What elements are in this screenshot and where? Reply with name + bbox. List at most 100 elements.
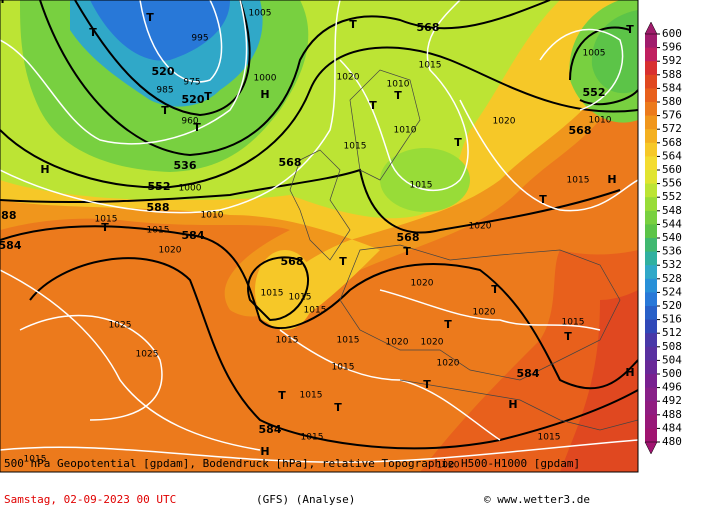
zone: [255, 250, 315, 330]
map-label: 1000: [179, 184, 202, 194]
map-label: 1015: [300, 391, 323, 401]
map-label: T: [491, 283, 499, 296]
map-label: 1015: [304, 306, 327, 316]
map-label: 568: [281, 255, 304, 268]
colorbar-label: 524: [662, 285, 682, 298]
map-label: 1015: [301, 433, 324, 443]
colorbar-band: [645, 102, 657, 117]
map: 5685205205365525885845685685685845885525…: [0, 0, 638, 472]
map-label: T: [369, 99, 377, 112]
colorbar-band: [645, 319, 657, 334]
map-label: T: [444, 318, 452, 331]
colorbar-label: 560: [662, 163, 682, 176]
map-label: 568: [569, 124, 592, 137]
colorbar-band: [645, 170, 657, 185]
map-label: 584: [0, 239, 22, 252]
map-label: 584: [259, 423, 282, 436]
colorbar-band: [645, 401, 657, 416]
map-label: 1015: [332, 363, 355, 373]
map-label: 568: [397, 231, 420, 244]
map-label: 1025: [109, 321, 132, 331]
colorbar-label: 572: [662, 122, 682, 135]
map-label: 1015: [337, 336, 360, 346]
map-label: 588: [147, 201, 170, 214]
colorbar-label: 536: [662, 245, 682, 258]
colorbar-band: [645, 360, 657, 375]
colorbar-band: [645, 265, 657, 280]
map-label: T: [394, 89, 402, 102]
colorbar-label: 484: [662, 421, 682, 434]
colorbar-label: 596: [662, 41, 682, 54]
colorbar-band: [645, 224, 657, 239]
map-label: H: [260, 88, 269, 101]
colorbar-band: [645, 346, 657, 361]
map-label: 1015: [24, 455, 47, 465]
colorbar-label: 556: [662, 177, 682, 190]
map-label: 1015: [419, 61, 442, 71]
map-label: T: [339, 255, 347, 268]
map-label: 1010: [387, 80, 410, 90]
zone: [591, 0, 638, 94]
map-label: 1000: [254, 74, 277, 84]
map-label: 1020: [337, 73, 360, 83]
map-label: 568: [279, 156, 302, 169]
colorbar-band: [645, 61, 657, 76]
map-label: 568: [417, 21, 440, 34]
map-label: 1025: [136, 350, 159, 360]
colorbar-label: 532: [662, 258, 682, 271]
map-label: 1020: [386, 338, 409, 348]
colorbar-label: 600: [662, 27, 682, 40]
colorbar-label: 588: [662, 68, 682, 81]
map-label: 1015: [95, 215, 118, 225]
map-label: 520: [182, 93, 205, 106]
map-label: T: [146, 11, 154, 24]
colorbar-label: 548: [662, 204, 682, 217]
colorbar-band: [645, 115, 657, 130]
model-label: (GFS) (Analyse): [256, 493, 355, 506]
map-label: H: [607, 173, 616, 186]
map-label: 1020: [159, 246, 182, 256]
map-label: H: [40, 163, 49, 176]
colorbar-band: [645, 142, 657, 157]
map-label: T: [539, 193, 547, 206]
map-label: 995: [191, 34, 208, 44]
map-labels: 5685205205365525885845685685685845885525…: [0, 0, 635, 471]
map-label: 1020: [493, 117, 516, 127]
map-label: T: [193, 121, 201, 134]
map-label: 1015: [261, 289, 284, 299]
map-label: 975: [183, 78, 200, 88]
colorbar-band: [645, 306, 657, 321]
contours-500hPa: [0, 0, 638, 450]
map-label: 1015: [538, 433, 561, 443]
colorbar-label: 504: [662, 353, 682, 366]
map-label: 1015: [562, 318, 585, 328]
map-label: 1015: [289, 293, 312, 303]
colorbar-label: 544: [662, 217, 682, 230]
colorbar-band: [645, 333, 657, 348]
map-label: 1020: [437, 461, 460, 471]
map-label: 1015: [276, 336, 299, 346]
colorbar: 6005965925885845805765725685645605565525…: [644, 21, 682, 455]
colorbar-band: [645, 88, 657, 103]
colorbar-label: 584: [662, 81, 682, 94]
colorbar-label: 520: [662, 299, 682, 312]
map-label: 520: [152, 65, 175, 78]
map-label: 985: [156, 86, 173, 96]
colorbar-label: 516: [662, 313, 682, 326]
colorbar-label: 528: [662, 272, 682, 285]
colorbar-label: 488: [662, 408, 682, 421]
map-label: H: [260, 445, 269, 458]
map-label: 584: [517, 367, 540, 380]
map-label: 1005: [583, 49, 606, 59]
map-label: 1020: [437, 359, 460, 369]
map-label: T: [334, 401, 342, 414]
colorbar-band: [645, 34, 657, 49]
colorbar-band: [645, 428, 657, 443]
colorbar-band: [645, 292, 657, 307]
colorbar-band: [645, 156, 657, 171]
map-label: T: [349, 18, 357, 31]
source-label: © www.wetter3.de: [484, 493, 590, 506]
map-label: T: [204, 90, 212, 103]
colorbar-label: 552: [662, 190, 682, 203]
